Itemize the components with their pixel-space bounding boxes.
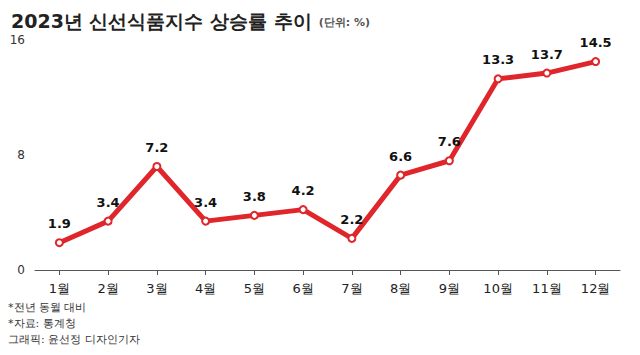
svg-text:3월: 3월 bbox=[146, 281, 167, 296]
svg-text:1월: 1월 bbox=[49, 281, 70, 296]
svg-text:3.8: 3.8 bbox=[243, 189, 266, 204]
svg-text:5월: 5월 bbox=[244, 281, 265, 296]
svg-text:6.6: 6.6 bbox=[389, 149, 412, 164]
svg-text:7.6: 7.6 bbox=[438, 134, 461, 149]
svg-text:7월: 7월 bbox=[341, 281, 362, 296]
svg-text:3.4: 3.4 bbox=[97, 195, 120, 210]
svg-text:4.2: 4.2 bbox=[292, 183, 315, 198]
svg-text:*전년 동월 대비: *전년 동월 대비 bbox=[8, 301, 87, 314]
svg-text:*자료: 통계청: *자료: 통계청 bbox=[8, 317, 76, 330]
svg-text:그래픽: 윤선정 디자인기자: 그래픽: 윤선정 디자인기자 bbox=[8, 333, 140, 346]
svg-text:12월: 12월 bbox=[581, 281, 611, 296]
svg-text:2.2: 2.2 bbox=[340, 212, 363, 227]
svg-text:8월: 8월 bbox=[390, 281, 411, 296]
svg-text:10월: 10월 bbox=[483, 281, 513, 296]
svg-text:13.7: 13.7 bbox=[531, 47, 563, 62]
svg-text:11월: 11월 bbox=[532, 281, 562, 296]
svg-text:0: 0 bbox=[17, 263, 25, 277]
svg-text:2월: 2월 bbox=[97, 281, 118, 296]
svg-text:6월: 6월 bbox=[292, 281, 313, 296]
svg-text:9월: 9월 bbox=[439, 281, 460, 296]
svg-text:4월: 4월 bbox=[195, 281, 216, 296]
svg-text:2023년 신선식품지수 상승률 추이: 2023년 신선식품지수 상승률 추이 bbox=[11, 10, 312, 32]
svg-text:8: 8 bbox=[17, 148, 25, 162]
svg-text:1.9: 1.9 bbox=[48, 216, 71, 231]
svg-text:14.5: 14.5 bbox=[580, 35, 612, 50]
svg-text:7.2: 7.2 bbox=[145, 140, 168, 155]
svg-text:(단위: %): (단위: %) bbox=[319, 16, 370, 29]
svg-text:3.4: 3.4 bbox=[194, 195, 217, 210]
svg-text:13.3: 13.3 bbox=[482, 52, 514, 67]
svg-text:16: 16 bbox=[10, 33, 25, 47]
